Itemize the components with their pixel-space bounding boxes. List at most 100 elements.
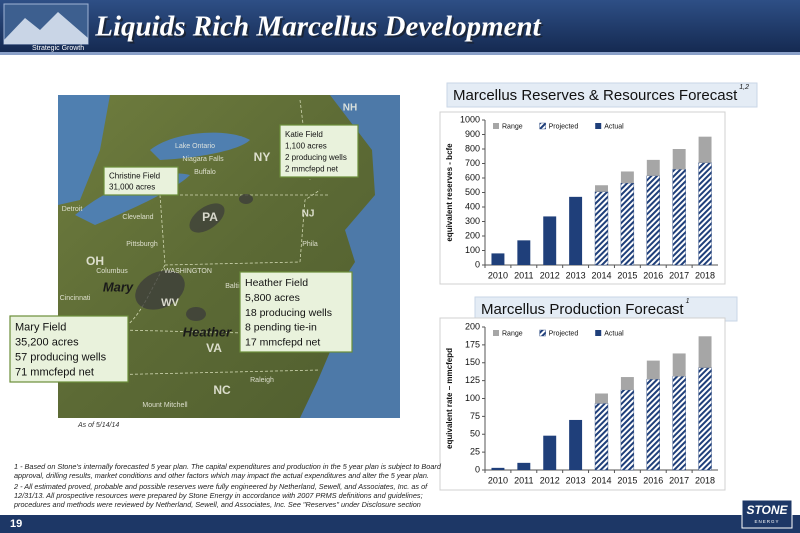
bar — [594, 191, 609, 266]
map-ocean — [300, 95, 400, 418]
x-tick-label: 2017 — [669, 475, 689, 485]
bar — [672, 149, 686, 170]
callout-box — [239, 271, 353, 353]
map-label: Cleveland — [122, 214, 153, 221]
chart-title-superscript: 1,2 — [739, 84, 749, 91]
callout-text: Mary Field — [15, 321, 66, 333]
mountain-icon — [4, 12, 88, 44]
y-tick-label: 800 — [465, 143, 480, 153]
callout-box — [9, 315, 129, 383]
map-label: NH — [343, 103, 357, 114]
y-axis-label: equivalent reserves - bcfe — [445, 143, 454, 242]
x-tick-label: 2016 — [643, 475, 663, 485]
callout-box — [103, 166, 179, 196]
bar — [698, 162, 712, 266]
y-tick-label: 25 — [470, 447, 480, 457]
map-label: Lake Ontario — [175, 143, 215, 150]
x-tick-label: 2016 — [643, 270, 663, 280]
map-label: PA — [202, 210, 218, 224]
x-tick-label: 2013 — [566, 270, 586, 280]
map-label: Columbus — [96, 268, 128, 275]
legend-swatch — [493, 123, 499, 129]
logo-text: STONE — [746, 503, 788, 517]
y-tick-label: 1000 — [460, 114, 480, 124]
y-tick-label: 200 — [465, 321, 480, 331]
heather-field — [186, 307, 206, 321]
y-tick-label: 100 — [465, 393, 480, 403]
header-rule — [0, 52, 800, 55]
callout-text: 8 pending tie-in — [245, 322, 317, 334]
callout-text: Heather Field — [245, 277, 308, 289]
x-tick-label: 2017 — [669, 270, 689, 280]
legend-swatch — [595, 330, 602, 336]
x-tick-label: 2011 — [514, 270, 533, 280]
section-label: Strategic Growth — [32, 45, 84, 52]
y-tick-label: 200 — [465, 230, 480, 240]
x-tick-label: 2011 — [514, 475, 533, 485]
x-tick-label: 2012 — [540, 475, 560, 485]
x-tick-label: 2015 — [617, 270, 637, 280]
callout-box — [279, 124, 359, 178]
footer-bar — [0, 515, 800, 533]
bar — [698, 136, 712, 163]
y-tick-label: 700 — [465, 158, 480, 168]
callout-text: 2 mmcfepd net — [285, 164, 339, 173]
y-axis-label: equivalent rate – mmcfepd — [445, 348, 454, 449]
callout-text: 1,100 acres — [285, 141, 327, 150]
map-label: Detroit — [62, 206, 83, 213]
y-tick-label: 400 — [465, 201, 480, 211]
bar — [620, 377, 634, 390]
callout-text: 5,800 acres — [245, 292, 300, 304]
callout-text: 18 producing wells — [245, 307, 332, 319]
callout-text: Katie Field — [285, 130, 323, 139]
callout-text: 71 mmcfepd net — [15, 366, 94, 378]
bar — [646, 159, 660, 176]
lake-ontario — [150, 132, 250, 160]
field-label: Mary — [103, 279, 134, 294]
map-label: Raleigh — [250, 377, 274, 384]
map-label: Mount Mitchell — [142, 402, 188, 409]
header-bar — [0, 0, 800, 52]
bar — [543, 216, 557, 265]
map-label: Buffalo — [194, 169, 216, 176]
y-tick-label: 500 — [465, 187, 480, 197]
logo-subtext: ENERGY — [754, 519, 779, 524]
y-tick-label: 50 — [470, 429, 480, 439]
footnote: 1 - Based on Stone's internally forecast… — [14, 462, 441, 480]
bar — [646, 360, 660, 380]
x-tick-label: 2014 — [591, 270, 611, 280]
map-label: Pittsburgh — [126, 241, 158, 248]
katie-field — [239, 194, 253, 204]
callout-text: 57 producing wells — [15, 351, 107, 363]
chart-title: Marcellus Reserves & Resources Forecast — [453, 87, 738, 104]
x-tick-label: 2015 — [617, 475, 637, 485]
page-number: 19 — [10, 518, 22, 530]
bar — [517, 240, 531, 265]
y-tick-label: 0 — [475, 259, 480, 269]
x-tick-label: 2013 — [566, 475, 586, 485]
y-tick-label: 900 — [465, 129, 480, 139]
legend-swatch — [595, 123, 602, 129]
map-label: Niagara Falls — [182, 156, 224, 163]
bar — [672, 376, 686, 471]
slide-title: Liquids Rich Marcellus Development — [94, 11, 541, 43]
lake-huron — [58, 95, 110, 205]
legend-label: Range — [502, 123, 523, 130]
map-label: NJ — [302, 209, 315, 220]
christine-field — [189, 203, 225, 233]
bar — [672, 353, 686, 377]
bar — [594, 403, 609, 471]
mary-field — [135, 270, 185, 310]
bar — [620, 389, 635, 471]
y-tick-label: 175 — [465, 339, 480, 349]
bar — [569, 419, 583, 470]
chart-title: Marcellus Production Forecast — [481, 301, 684, 318]
bar — [620, 182, 635, 266]
bar — [491, 253, 505, 265]
bar — [698, 336, 712, 368]
y-tick-label: 75 — [470, 411, 480, 421]
x-tick-label: 2014 — [591, 475, 611, 485]
bar — [698, 367, 712, 471]
